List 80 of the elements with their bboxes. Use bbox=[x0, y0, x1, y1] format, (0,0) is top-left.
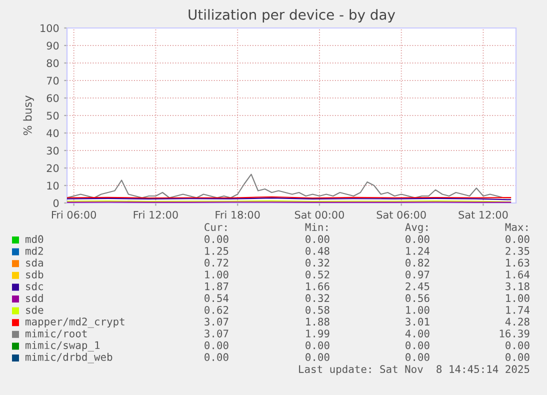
legend-label: mimic/swap_1 bbox=[26, 341, 100, 352]
text: 0.00 bbox=[406, 341, 430, 350]
legend-label: sdb bbox=[26, 270, 44, 278]
y-tick-label: 60 bbox=[46, 94, 59, 102]
text: 0.00 bbox=[306, 353, 330, 362]
y-tick-label: 90 bbox=[46, 42, 59, 50]
text: 1.99 bbox=[306, 330, 330, 338]
text: 0.72 bbox=[204, 258, 228, 267]
y-tick-label: 70 bbox=[46, 76, 59, 85]
text: Cur: bbox=[204, 223, 226, 232]
y-axis-title: % busy bbox=[23, 96, 34, 136]
text: 0.00 bbox=[204, 341, 228, 350]
text: 1.66 bbox=[306, 282, 330, 290]
text: 4.00 bbox=[405, 330, 430, 338]
y-tick-label: 80 bbox=[46, 59, 59, 68]
text: 1.63 bbox=[506, 258, 530, 267]
y-tick-label: 10 bbox=[47, 182, 59, 190]
chart-title: Utilization per device - by day bbox=[188, 9, 396, 23]
legend-label: sda bbox=[26, 258, 43, 267]
text: 0.00 bbox=[306, 341, 330, 350]
text: 0.52 bbox=[306, 270, 330, 278]
text: 1.87 bbox=[205, 282, 228, 290]
text: 16.39 bbox=[500, 330, 530, 338]
text: 0.00 bbox=[506, 353, 530, 362]
y-tick-label: 40 bbox=[46, 129, 59, 138]
legend-label: md0 bbox=[26, 234, 44, 244]
text: Max: bbox=[505, 223, 528, 232]
legend-label: sdd bbox=[26, 294, 43, 302]
text: 0.62 bbox=[204, 306, 228, 314]
text: 0.00 bbox=[306, 235, 330, 244]
text: 0.58 bbox=[306, 306, 330, 314]
x-tick-label: Fri 18:00 bbox=[216, 210, 260, 219]
legend-label: mimic/drbd_web bbox=[26, 352, 112, 364]
text: Avg: bbox=[405, 223, 428, 234]
x-tick-label: Sat 06:00 bbox=[376, 210, 426, 219]
text: 1.88 bbox=[306, 318, 330, 326]
line-series bbox=[67, 174, 512, 198]
text: 3.07 bbox=[204, 330, 228, 338]
text: 1.00 bbox=[506, 294, 530, 302]
text: Last update: Sat Nov 8 14:45:14 2025 bbox=[299, 364, 530, 376]
legend-label: md2 bbox=[26, 246, 43, 255]
y-tick-label: 0 bbox=[53, 199, 59, 208]
text: 0.00 bbox=[204, 353, 228, 362]
text: 0.82 bbox=[406, 258, 430, 267]
text: 1.00 bbox=[205, 270, 228, 278]
y-tick-label: 30 bbox=[46, 146, 59, 155]
text: 3.07 bbox=[204, 318, 228, 326]
legend-label: mimic/root bbox=[26, 329, 87, 338]
text: 1.24 bbox=[406, 246, 430, 255]
x-tick-label: Fri 06:00 bbox=[52, 210, 96, 219]
legend-label: sdc bbox=[26, 282, 43, 290]
text: 0.00 bbox=[204, 235, 228, 244]
legend-label: mapper/md2_crypt bbox=[26, 317, 124, 328]
text: 3.18 bbox=[506, 282, 530, 290]
text: 3.01 bbox=[406, 318, 430, 326]
text: 0.00 bbox=[406, 353, 430, 362]
legend-label: sde bbox=[26, 306, 44, 314]
text: 0.00 bbox=[506, 235, 530, 244]
text: 0.48 bbox=[306, 246, 330, 255]
text: 1.64 bbox=[506, 270, 530, 278]
text: 4.28 bbox=[505, 318, 530, 326]
text: 0.97 bbox=[406, 270, 430, 278]
text: 0.56 bbox=[406, 294, 430, 302]
y-tick-label: 100 bbox=[40, 24, 59, 32]
text: 0.32 bbox=[306, 294, 330, 302]
text: 1.74 bbox=[506, 306, 530, 314]
y-tick-label: 50 bbox=[46, 112, 59, 120]
text: 0.54 bbox=[204, 294, 229, 302]
text: 0.32 bbox=[306, 258, 330, 267]
text: 0.00 bbox=[406, 235, 430, 244]
text: 2.35 bbox=[506, 246, 530, 255]
text: 1.00 bbox=[406, 306, 430, 314]
text: 0.00 bbox=[506, 341, 530, 350]
text: Min: bbox=[305, 222, 328, 231]
x-tick-label: Sat 12:00 bbox=[458, 210, 508, 219]
x-tick-label: Sat 00:00 bbox=[294, 210, 344, 219]
y-tick-label: 20 bbox=[46, 164, 59, 172]
text: 2.45 bbox=[406, 282, 430, 290]
x-tick-label: Fri 12:00 bbox=[134, 210, 178, 219]
text: 1.25 bbox=[205, 246, 228, 255]
